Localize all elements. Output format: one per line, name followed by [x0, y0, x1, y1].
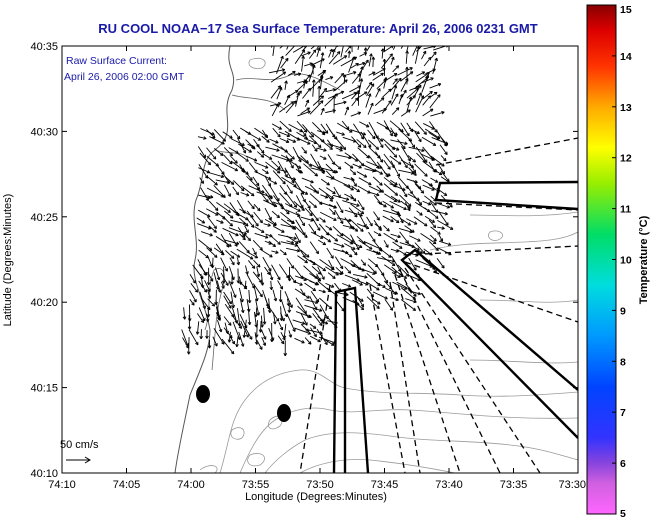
- radar-boundary-wedges: [332, 180, 578, 473]
- y-tick-label: 40:25: [30, 212, 58, 224]
- colorbar-label: Temperature (°C): [638, 215, 650, 304]
- x-tick-label: 74:00: [177, 479, 205, 491]
- x-tick-label: 73:40: [435, 479, 463, 491]
- colorbar-tick-label: 11: [620, 204, 631, 216]
- x-tick-label: 73:45: [371, 479, 399, 491]
- colorbar-gradient: [586, 4, 617, 515]
- colorbar-tick-label: 6: [620, 458, 626, 470]
- coastline: [174, 46, 235, 473]
- y-axis: 40:35 40:30 40:25 40:20 40:15 40:10: [30, 41, 578, 480]
- y-axis-label: Latitude (Degrees:Minutes): [2, 194, 14, 327]
- y-tick-label: 40:10: [30, 468, 58, 480]
- surface-current-vectors: [181, 46, 454, 357]
- station-marker: [196, 385, 210, 403]
- colorbar-tick-label: 14: [620, 51, 632, 63]
- colorbar: 15 14 13 12 11 10 9 8 7 6 5 Temperature (°C): [586, 4, 650, 519]
- colorbar-tick-label: 13: [620, 102, 632, 114]
- x-tick-label: 73:35: [500, 479, 528, 491]
- colorbar-tick-label: 15: [620, 4, 632, 16]
- y-tick-label: 40:20: [30, 297, 58, 309]
- x-axis-label: Longitude (Degrees:Minutes): [245, 491, 387, 503]
- colorbar-tick-label: 12: [620, 153, 632, 165]
- station-marker: [277, 404, 291, 422]
- y-tick-label: 40:30: [30, 126, 58, 138]
- x-tick-label: 74:05: [113, 479, 141, 491]
- colorbar-tick-label: 9: [620, 305, 626, 317]
- map-plot-area: Raw Surface Current: April 26, 2006 02:0…: [60, 45, 579, 474]
- x-tick-label: 74:10: [48, 479, 76, 491]
- y-tick-label: 40:35: [30, 41, 58, 53]
- annotation-line-1: Raw Surface Current:: [66, 55, 167, 67]
- x-tick-label: 73:30: [558, 479, 586, 491]
- colorbar-tick-label: 10: [620, 255, 632, 267]
- x-tick-label: 73:50: [306, 479, 334, 491]
- colorbar-tick-label: 8: [620, 356, 626, 368]
- scale-arrow: [66, 456, 91, 464]
- y-tick-label: 40:15: [30, 383, 58, 395]
- figure-title: RU COOL NOAA−17 Sea Surface Temperature:…: [98, 21, 537, 36]
- x-axis: 74:10 74:05 74:00 73:55 73:50 73:45 73:40 73:35…: [48, 46, 586, 491]
- annotation-line-2: April 26, 2006 02:00 GMT: [64, 71, 185, 83]
- colorbar-tick-label: 7: [620, 407, 626, 419]
- x-tick-label: 73:55: [242, 479, 270, 491]
- radar-sector-lines: [299, 137, 578, 473]
- scale-label: 50 cm/s: [60, 439, 99, 451]
- colorbar-tick-label: 5: [620, 508, 626, 519]
